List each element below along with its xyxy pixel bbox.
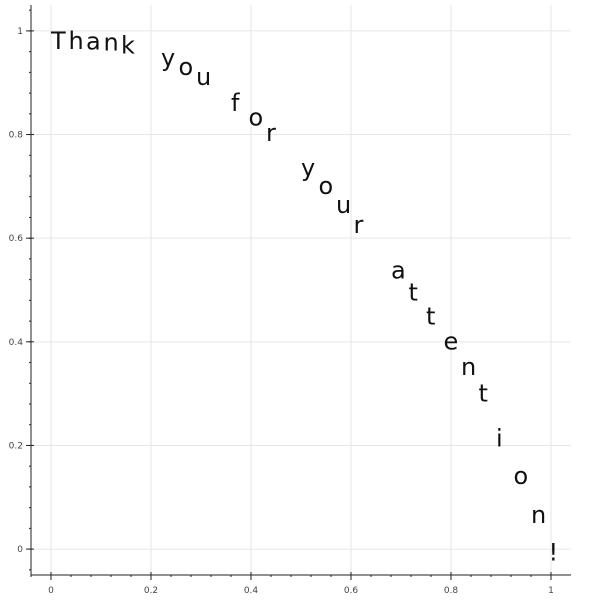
- glyph-point-16: t: [409, 279, 418, 307]
- glyph-point-23: n: [531, 501, 546, 529]
- glyph-point-19: n: [461, 353, 476, 381]
- y-tick-label-1: 0.2: [9, 441, 23, 451]
- y-tick-label-3: 0.6: [9, 234, 24, 244]
- glyph-point-14: r: [354, 211, 364, 239]
- x-tick-label-0: 0: [48, 586, 54, 596]
- glyph-point-12: o: [319, 172, 334, 200]
- y-tick-label-4: 0.8: [9, 131, 24, 141]
- x-tick-label-3: 0.6: [344, 586, 359, 596]
- glyph-point-2: a: [86, 27, 101, 55]
- glyph-point-10: r: [266, 119, 276, 147]
- y-tick-label-0: 0: [17, 545, 23, 555]
- glyph-point-6: o: [179, 53, 194, 81]
- glyph-point-7: u: [196, 63, 211, 91]
- x-tick-label-4: 0.8: [444, 586, 459, 596]
- tick-labels: 0 0.2 0.4 0.6 0.8 1 0 0.2 0.4 0.6 0.8 1: [9, 27, 554, 596]
- glyph-point-3: n: [104, 28, 119, 56]
- y-tick-label-5: 1: [17, 27, 23, 37]
- glyph-point-15: a: [391, 256, 406, 284]
- x-tick-label-5: 1: [548, 586, 554, 596]
- axes: [26, 5, 571, 580]
- glyph-point-5: y: [161, 44, 175, 72]
- glyph-point-8: f: [231, 89, 240, 117]
- glyph-point-4: k: [121, 32, 135, 60]
- glyph-point-1: h: [69, 27, 84, 55]
- x-tick-label-1: 0.2: [144, 586, 158, 596]
- glyph-point-22: o: [514, 462, 529, 490]
- glyph-point-20: t: [479, 379, 488, 407]
- glyph-point-18: e: [444, 327, 459, 355]
- glyph-point-24: !: [549, 538, 559, 566]
- glyph-point-0: T: [50, 27, 66, 55]
- grid-lines: [31, 5, 571, 575]
- x-tick-label-2: 0.4: [244, 586, 259, 596]
- glyph-point-9: o: [249, 104, 264, 132]
- glyph-point-21: i: [496, 424, 503, 452]
- glyph-point-17: t: [426, 303, 435, 331]
- glyph-point-11: y: [301, 154, 315, 182]
- y-tick-label-2: 0.4: [9, 338, 24, 348]
- glyph-point-13: u: [336, 191, 351, 219]
